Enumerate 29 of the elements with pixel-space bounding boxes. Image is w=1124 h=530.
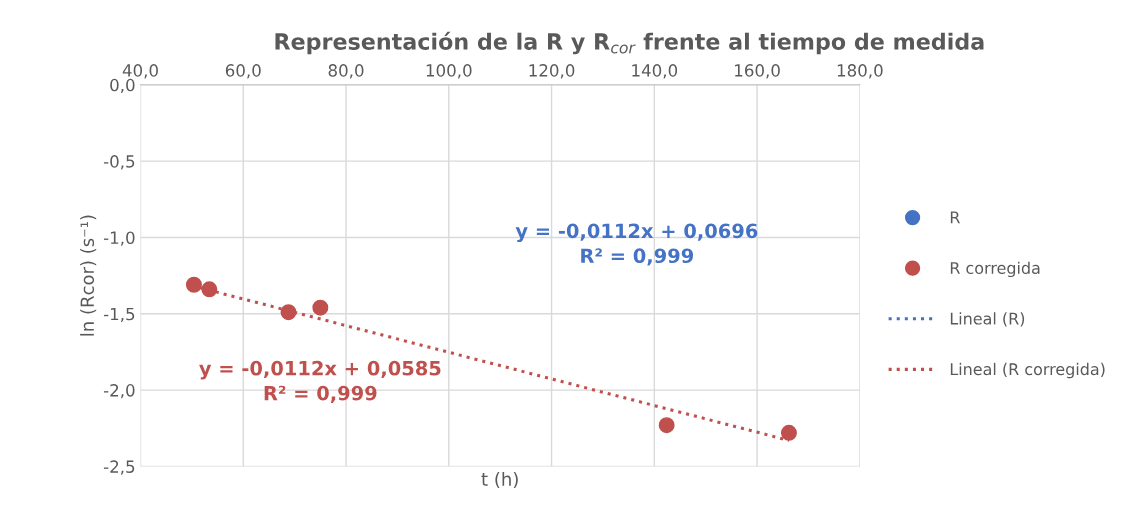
x-tick-label: 100,0 <box>426 64 472 79</box>
point <box>312 299 329 316</box>
x-tick-label: 40,0 <box>122 64 158 79</box>
point <box>658 417 675 434</box>
y-tick-label: -2,0 <box>103 384 135 399</box>
x-tick-label: 120,0 <box>529 64 575 79</box>
y-tick-label: -0,5 <box>103 155 135 170</box>
point <box>185 276 202 293</box>
chart-title: Representación de la R y R$_{cor}$ frente al tiempo de medida <box>275 31 984 55</box>
x-tick-label: 180,0 <box>837 64 883 79</box>
legend-label: Lineal (R corregida) <box>950 362 1105 379</box>
annotation: y = -0,0112x + 0,0585 R² = 0,999 <box>199 360 441 403</box>
y-tick-label: 0,0 <box>110 78 135 94</box>
y-tick-label: -1,0 <box>103 231 135 246</box>
annotation: y = -0,0112x + 0,0696 R² = 0,999 <box>515 223 758 266</box>
legend-label: R corregida <box>950 261 1040 278</box>
x-tick-label: 140,0 <box>632 64 678 79</box>
x-tick-label: 160,0 <box>735 64 780 79</box>
y-tick-label: -2,5 <box>103 460 135 475</box>
y-tick-label: -1,5 <box>103 307 135 323</box>
point <box>780 424 797 441</box>
y-axis-title: ln (Rcor) (s⁻¹) <box>80 215 97 336</box>
point <box>201 281 218 298</box>
x-tick-label: 80,0 <box>328 64 364 79</box>
x-axis-title: t (h) <box>481 471 518 489</box>
legend-label: Lineal (R) <box>950 312 1025 327</box>
legend-label: R <box>950 211 960 224</box>
point <box>280 304 297 321</box>
x-tick-label: 60,0 <box>225 64 261 79</box>
